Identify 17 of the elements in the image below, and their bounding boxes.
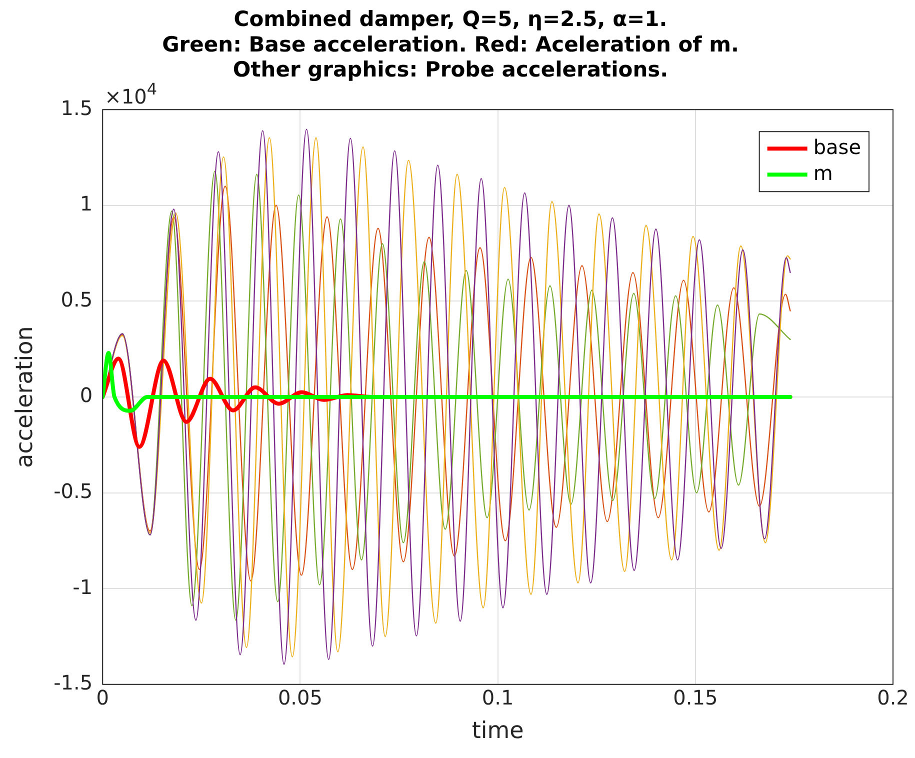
y-tick-label: 0.5 [60,287,93,312]
y-tick-label: 0 [80,383,93,408]
y-tick-label: -1 [72,574,93,599]
x-tick-label: 0.2 [877,686,909,710]
y-axis-title: acceleration [12,326,38,468]
x-tick-label: 0.1 [482,686,514,710]
y-tick-label: -1.5 [54,670,93,695]
x-axis-title: time [472,718,524,744]
x-tick-label: 0.05 [278,686,322,710]
chart-title: Combined damper, Q=5, η=2.5, α=1. Green: Base acceleration. Red: Aceleration of m. Other graphics: Probe accelerations. [162,7,739,82]
legend-label: m [813,160,833,185]
y-tick-label: 1.5 [60,96,93,120]
legend-label: base [813,134,862,159]
y-tick-label: 1 [80,192,93,216]
x-tick-label: 0.15 [673,686,718,710]
x-tick-label: 0 [96,686,109,710]
y-tick-label: -0.5 [54,479,93,504]
